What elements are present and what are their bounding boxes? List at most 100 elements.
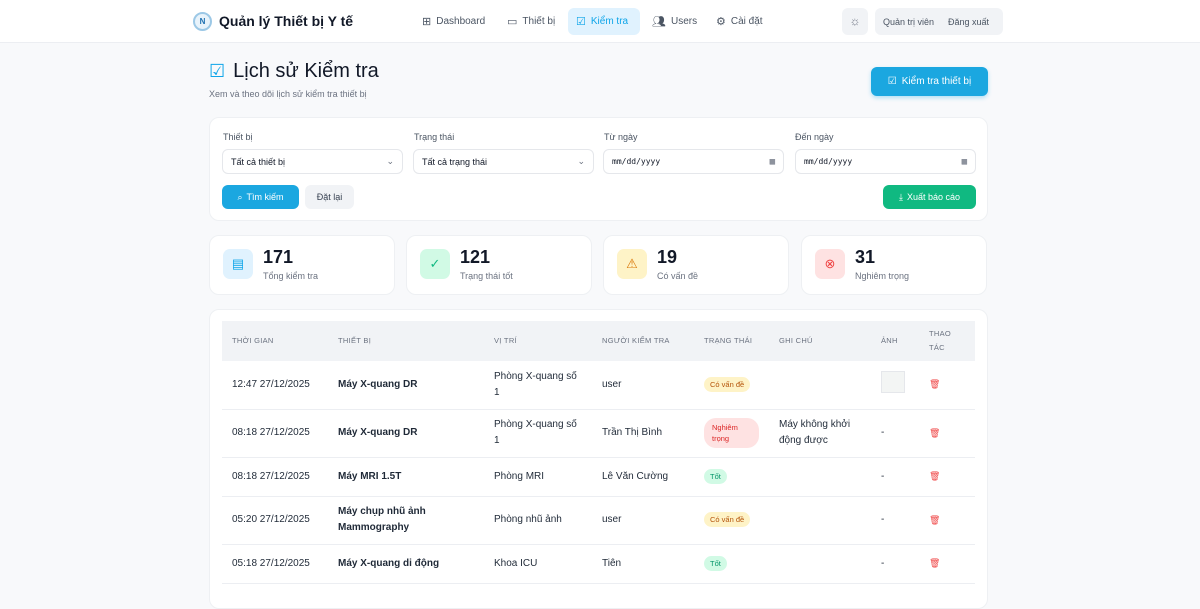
to-date-label: Đến ngày [795,132,834,142]
no-image: - [881,470,885,482]
status-badge: Nghiêm trọng [704,418,759,448]
cell-actions: 🗑︎ [919,544,975,584]
theme-toggle-sun-icon[interactable]: ☼ [842,8,868,35]
document-icon: ▤ [223,249,253,279]
cell-status: Tốt [694,544,769,584]
status-badge: Có vấn đề [704,512,751,527]
download-icon: ⤓ [898,191,903,202]
table-row: 05:20 27/12/2025 Máy chụp nhũ ảnh Mammogr… [222,496,975,545]
col-time: THỜI GIAN [222,321,328,361]
status-select[interactable]: Tất cả trạng thái ⌄ [413,149,594,174]
nav-label: Cài đặt [730,16,763,27]
device-select-value: Tất cả thiết bị [231,156,286,167]
cell-device: Máy MRI 1.5T [328,457,484,497]
stat-label: Trạng thái tốt [460,271,513,281]
cell-location: Phòng X-quang số 1 [484,409,592,458]
grid-icon: ⊞ [422,16,432,28]
cell-image: - [871,409,919,458]
cell-note [769,544,871,584]
nav-inspections[interactable]: ☑ Kiểm tra [568,8,640,35]
button-label: Kiểm tra thiết bị [901,76,972,87]
cell-time: 05:18 27/12/2025 [222,544,328,584]
cell-image: - [871,496,919,545]
brand-title: Quản lý Thiết bị Y tế [219,13,354,29]
table-row: 08:18 27/12/2025 Máy MRI 1.5T Phòng MRI Lê … [222,457,975,497]
cell-status: Nghiêm trọng [694,409,769,458]
nav-settings[interactable]: ⚙ Cài đặt [708,8,771,35]
stat-value: 31 [855,247,876,267]
inspection-photo-thumbnail[interactable] [881,370,905,393]
status-select-value: Tất cả trạng thái [422,156,488,167]
to-date-input[interactable]: mm/dd/yyyy ▦ [795,149,976,174]
cell-note [769,457,871,497]
trash-icon[interactable]: 🗑︎ [929,514,941,525]
reset-button[interactable]: Đặt lại [305,185,354,209]
check-square-icon: ☑ [576,16,586,28]
trash-icon[interactable]: 🗑︎ [929,427,941,438]
calendar-icon[interactable]: ▦ [769,156,775,167]
nav-label: Users [670,16,698,27]
stat-label: Nghiêm trọng [855,271,910,281]
trash-icon[interactable]: 🗑︎ [929,379,941,390]
button-label: Tìm kiếm [246,192,284,202]
cell-actions: 🗑︎ [919,409,975,458]
cell-actions: 🗑︎ [919,457,975,497]
nav-label: Dashboard [436,16,486,27]
cell-time: 05:20 27/12/2025 [222,496,328,545]
chevron-down-icon: ⌄ [386,156,394,166]
nav-users[interactable]: 👥︎ Users [644,8,705,35]
trash-icon[interactable]: 🗑︎ [929,471,941,481]
status-badge: Tốt [704,555,727,571]
status-badge: Tốt [704,468,727,484]
nav-devices[interactable]: ▭ Thiết bị [499,8,563,35]
logout-button[interactable]: Đăng xuất [948,16,990,27]
page-title-text: Lịch sử Kiểm tra [233,60,379,82]
cell-time: 08:18 27/12/2025 [222,457,328,497]
col-checker: NGƯỜI KIỂM TRA [592,321,694,361]
table-header: THỜI GIAN THIẾT BỊ VỊ TRÍ NGƯỜI KIỂM TRA… [222,321,975,361]
stat-card-issue: ⚠ 19 Có vấn đề [603,235,789,295]
cell-image: - [871,544,919,584]
cell-image: - [871,457,919,497]
monitor-icon: ▭ [507,16,518,28]
cell-device: Máy X-quang di động [328,544,484,584]
search-button[interactable]: ⌕ Tìm kiếm [222,185,299,209]
table-row: 08:18 27/12/2025 Máy X-quang DR Phòng X-qu… [222,409,975,458]
cell-device: Máy X-quang DR [328,361,484,410]
new-inspection-button[interactable]: ☑ Kiểm tra thiết bị [871,67,988,96]
stat-card-good: ✓ 121 Trạng thái tốt [406,235,592,295]
cell-checker: Lê Văn Cường [592,457,694,497]
no-image: - [881,427,885,438]
logo: N [193,12,212,31]
cell-location: Phòng X-quang số 1 [484,361,592,410]
search-icon: ⌕ [237,191,243,202]
status-badge: Có vấn đề [704,376,751,392]
cell-location: Khoa ICU [484,544,592,584]
cell-device: Máy chụp nhũ ảnh Mammography [328,496,484,545]
col-image: ẢNH [871,321,919,361]
stat-card-critical: ⊗ 31 Nghiêm trọng [801,235,987,295]
device-filter-label: Thiết bị [223,132,253,142]
from-date-input[interactable]: mm/dd/yyyy ▦ [603,149,784,174]
nav-label: Kiểm tra [590,16,629,27]
check-circle-icon: ✓ [420,249,450,279]
device-select[interactable]: Tất cả thiết bị ⌄ [222,149,403,174]
cell-note: Máy không khởi động được [769,409,871,458]
top-navbar: N Quản lý Thiết bị Y tế ⊞ Dashboard ▭ Thiế… [0,0,1200,43]
users-icon: 👥︎ [652,16,666,28]
cell-location: Phòng MRI [484,457,592,497]
stat-card-total: ▤ 171 Tổng kiểm tra [209,235,395,295]
nav-dashboard[interactable]: ⊞ Dashboard [414,8,493,35]
col-status: TRẠNG THÁI [694,321,769,361]
from-date-placeholder: mm/dd/yyyy [612,157,661,166]
export-report-button[interactable]: ⤓ Xuất báo cáo [883,185,976,209]
col-note: GHI CHÚ [769,321,871,361]
trash-icon[interactable]: 🗑︎ [929,558,941,568]
calendar-icon[interactable]: ▦ [961,156,967,167]
cell-note [769,361,871,410]
cell-status: Có vấn đề [694,361,769,410]
page-subtitle: Xem và theo dõi lịch sử kiểm tra thiết b… [209,89,367,99]
cell-actions: 🗑︎ [919,361,975,410]
no-image: - [881,514,885,525]
cell-time: 12:47 27/12/2025 [222,361,328,410]
